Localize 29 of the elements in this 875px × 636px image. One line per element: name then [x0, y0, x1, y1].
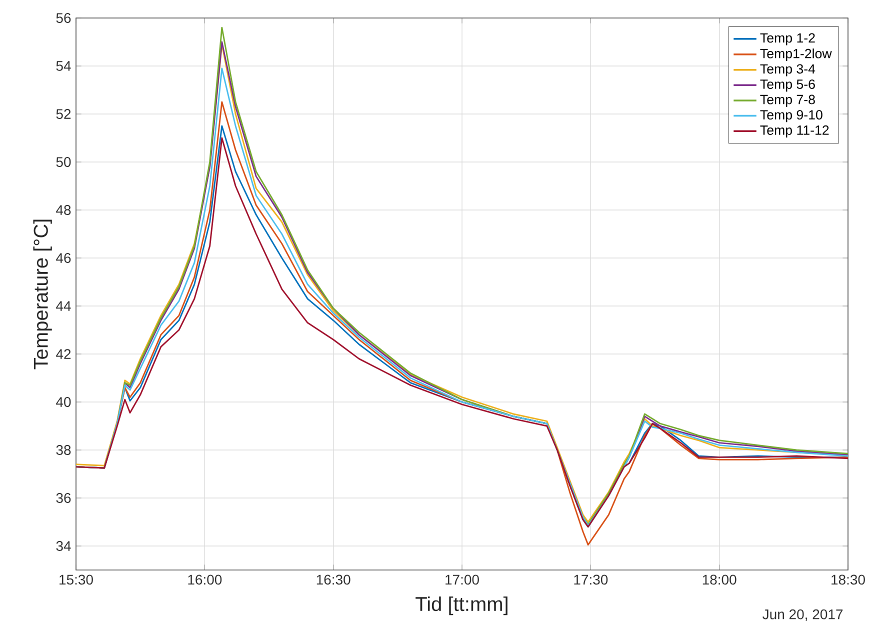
y-tick-label: 52	[56, 109, 71, 119]
legend-label: Temp 3-4	[760, 64, 816, 76]
y-tick-label: 50	[56, 157, 71, 167]
legend-label: Temp 11-12	[760, 125, 829, 138]
x-tick-label: 17:00	[446, 574, 479, 585]
y-tick-label: 44	[56, 301, 71, 311]
x-tick-label: 18:00	[702, 574, 736, 585]
x-tick-label: 18:30	[832, 574, 865, 585]
legend-label: Temp 7-8	[760, 94, 815, 107]
legend-label: Temp 5-6	[760, 80, 815, 92]
x-axis-title: Tid [tt:mm]	[416, 596, 508, 616]
legend-label: Temp 9-10	[760, 110, 822, 122]
y-axis-title: Temperature [°C]	[33, 220, 52, 370]
y-tick-label: 48	[56, 205, 71, 215]
y-tick-label: 56	[56, 13, 71, 23]
y-tick-label: 46	[56, 253, 71, 263]
text: Jun 20, 2017	[762, 609, 843, 621]
y-tick-label: 38	[56, 445, 71, 455]
y-tick-label: 34	[56, 541, 71, 551]
legend-label: Temp 1-2	[760, 33, 815, 46]
y-tick-label: 54	[56, 61, 71, 71]
y-tick-label: 40	[56, 397, 71, 407]
x-tick-label: 15:30	[60, 574, 93, 585]
y-tick-label: 36	[56, 493, 71, 503]
legend-label: Temp1-2low	[760, 48, 832, 61]
x-tick-label: 16:00	[188, 574, 222, 585]
x-tick-label: 16:30	[316, 574, 350, 585]
y-tick-label: 42	[56, 349, 71, 359]
x-tick-label: 17:30	[574, 574, 608, 585]
